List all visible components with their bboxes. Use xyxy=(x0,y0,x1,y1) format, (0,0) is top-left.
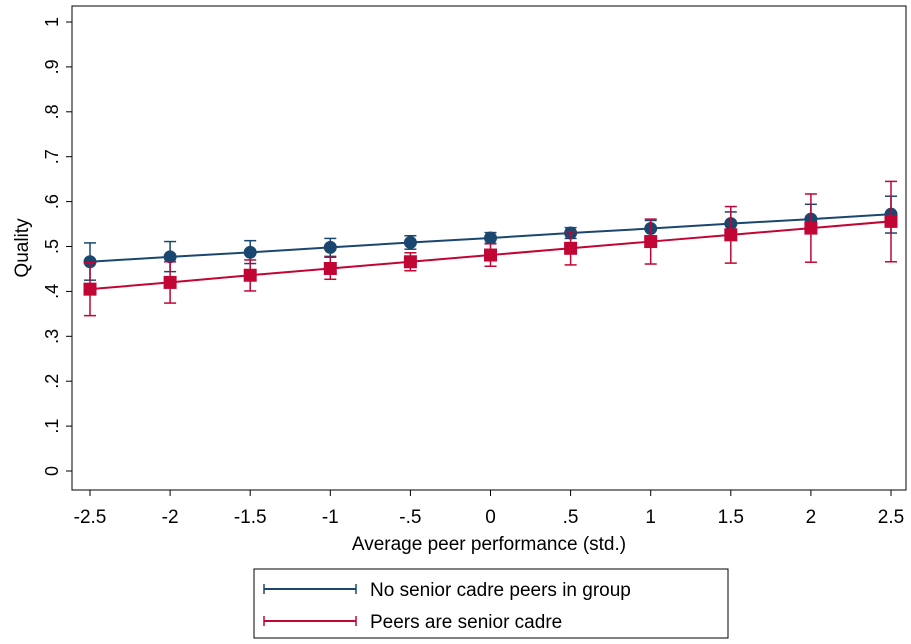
data-point xyxy=(644,235,658,249)
x-tick-label: -2 xyxy=(162,507,179,528)
data-point xyxy=(484,231,497,245)
legend-label: Peers are senior cadre xyxy=(370,612,562,633)
data-point xyxy=(804,221,818,235)
data-point xyxy=(323,262,337,276)
x-tick-label: 2.5 xyxy=(878,507,904,528)
y-tick-label: .5 xyxy=(42,239,62,254)
data-point xyxy=(163,250,177,264)
y-tick-label: .7 xyxy=(42,149,62,164)
legend-box xyxy=(253,568,729,639)
y-axis: 0 .1 .2 .3 .4 .5 .6 .7 .8 .9 1 xyxy=(42,17,72,476)
x-tick-label: 1.5 xyxy=(718,507,744,528)
data-point xyxy=(724,228,738,242)
x-axis: -2.5 -2 -1.5 -1 -.5 0 .5 1 1.5 2 2.5 xyxy=(74,490,904,528)
y-tick-label: .1 xyxy=(42,419,62,434)
data-point xyxy=(403,255,417,269)
legend-items: No senior cadre peers in group Peers are … xyxy=(263,580,631,633)
series-2 xyxy=(83,180,898,317)
legend: No senior cadre peers in group Peers are … xyxy=(253,568,729,639)
x-tick-label: -.5 xyxy=(399,507,421,528)
data-point xyxy=(884,214,898,228)
x-tick-label: 1 xyxy=(645,507,656,528)
y-tick-label: 1 xyxy=(42,17,62,27)
y-tick-label: .8 xyxy=(42,104,62,119)
x-axis-label: Average peer performance (std.) xyxy=(352,534,626,555)
data-point xyxy=(243,245,257,259)
x-tick-label: -2.5 xyxy=(74,507,107,528)
data-point xyxy=(323,240,337,254)
x-tick-label: 0 xyxy=(485,507,496,528)
data-point xyxy=(403,235,417,249)
data-point xyxy=(83,282,97,296)
series-layer xyxy=(83,180,898,317)
data-point xyxy=(163,275,177,289)
plot-area xyxy=(71,5,907,491)
x-tick-label: -1.5 xyxy=(234,507,267,528)
y-axis-label: Quality xyxy=(12,218,33,278)
data-point xyxy=(83,255,97,269)
y-tick-label: 0 xyxy=(42,466,62,476)
y-tick-label: .9 xyxy=(42,59,62,74)
legend-label: No senior cadre peers in group xyxy=(370,580,631,601)
data-point xyxy=(564,241,578,255)
y-tick-label: .4 xyxy=(42,284,62,299)
data-point xyxy=(243,268,257,282)
x-tick-label: -1 xyxy=(322,507,339,528)
data-point xyxy=(484,248,497,262)
y-tick-label: .2 xyxy=(42,374,62,389)
x-tick-label: .5 xyxy=(563,507,579,528)
x-tick-label: 2 xyxy=(806,507,817,528)
y-tick-label: .6 xyxy=(42,194,62,209)
y-tick-label: .3 xyxy=(42,329,62,344)
